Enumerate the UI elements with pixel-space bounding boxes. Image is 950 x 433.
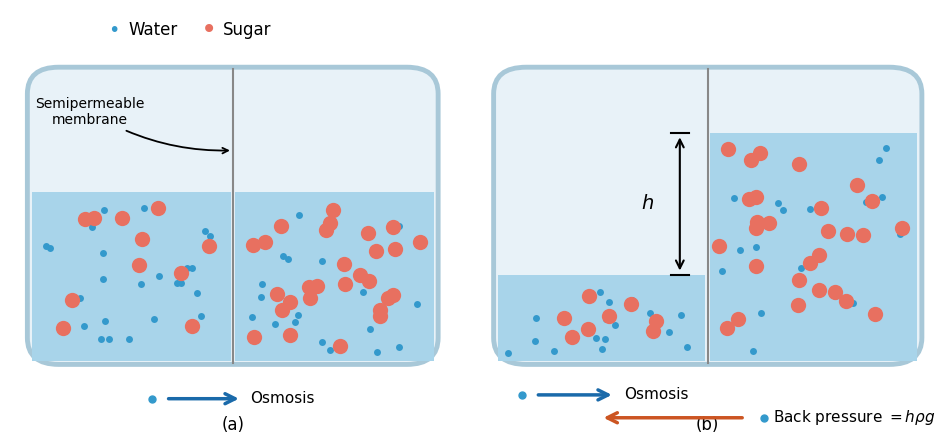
Text: (a): (a) [221, 417, 244, 433]
Text: Back pressure $= h\rho g$: Back pressure $= h\rho g$ [773, 408, 936, 427]
Text: Sugar: Sugar [223, 21, 272, 39]
Bar [498, 275, 706, 361]
Bar [710, 132, 917, 361]
Text: •: • [108, 21, 120, 40]
Text: Osmosis: Osmosis [251, 391, 315, 406]
Text: $h$: $h$ [640, 194, 654, 213]
Text: Water: Water [128, 21, 178, 39]
Bar [235, 192, 433, 361]
Text: Osmosis: Osmosis [624, 388, 689, 402]
FancyBboxPatch shape [494, 67, 922, 365]
Bar [32, 192, 231, 361]
Text: •: • [200, 16, 218, 44]
Text: (b): (b) [696, 417, 719, 433]
Text: Semipermeable
membrane: Semipermeable membrane [35, 97, 228, 153]
FancyBboxPatch shape [28, 67, 438, 365]
